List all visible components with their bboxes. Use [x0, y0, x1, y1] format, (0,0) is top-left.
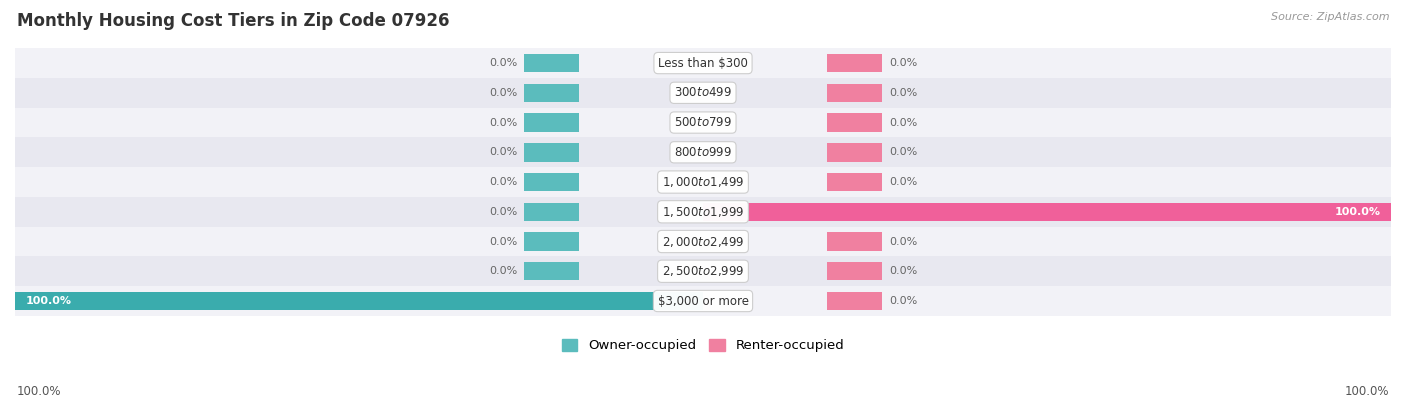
Text: Source: ZipAtlas.com: Source: ZipAtlas.com	[1271, 12, 1389, 22]
Bar	[15, 197, 1391, 227]
Bar	[703, 203, 1391, 221]
Bar	[15, 137, 1391, 167]
Bar	[827, 83, 882, 102]
Legend: Owner-occupied, Renter-occupied: Owner-occupied, Renter-occupied	[557, 334, 849, 357]
Bar	[15, 78, 1391, 107]
Bar	[15, 256, 1391, 286]
Bar	[827, 232, 882, 251]
Text: Less than $300: Less than $300	[658, 56, 748, 70]
Bar	[524, 113, 579, 132]
Text: 0.0%: 0.0%	[489, 58, 517, 68]
Text: $300 to $499: $300 to $499	[673, 86, 733, 99]
Bar	[524, 203, 579, 221]
Bar	[15, 48, 1391, 78]
Bar	[15, 227, 1391, 256]
Text: 0.0%: 0.0%	[889, 117, 917, 127]
Bar	[827, 54, 882, 72]
Text: $2,000 to $2,499: $2,000 to $2,499	[662, 234, 744, 249]
Text: 0.0%: 0.0%	[889, 88, 917, 98]
Bar	[827, 143, 882, 161]
Bar	[15, 292, 703, 310]
Text: 0.0%: 0.0%	[489, 88, 517, 98]
Text: 0.0%: 0.0%	[489, 266, 517, 276]
Bar	[827, 173, 882, 191]
Text: 100.0%: 100.0%	[1334, 207, 1381, 217]
Text: Monthly Housing Cost Tiers in Zip Code 07926: Monthly Housing Cost Tiers in Zip Code 0…	[17, 12, 450, 30]
Bar	[524, 143, 579, 161]
Text: $1,500 to $1,999: $1,500 to $1,999	[662, 205, 744, 219]
Text: 0.0%: 0.0%	[889, 296, 917, 306]
Text: $3,000 or more: $3,000 or more	[658, 295, 748, 308]
Text: 0.0%: 0.0%	[889, 58, 917, 68]
Bar	[524, 262, 579, 281]
Bar	[524, 83, 579, 102]
Bar	[524, 173, 579, 191]
Text: 0.0%: 0.0%	[489, 207, 517, 217]
Bar	[524, 232, 579, 251]
Text: $2,500 to $2,999: $2,500 to $2,999	[662, 264, 744, 278]
Text: 0.0%: 0.0%	[889, 177, 917, 187]
Bar	[827, 113, 882, 132]
Text: 0.0%: 0.0%	[889, 237, 917, 247]
Bar	[827, 262, 882, 281]
Text: 100.0%: 100.0%	[25, 296, 72, 306]
Bar	[15, 286, 1391, 316]
Text: 0.0%: 0.0%	[489, 237, 517, 247]
Text: 0.0%: 0.0%	[889, 266, 917, 276]
Text: 100.0%: 100.0%	[1344, 386, 1389, 398]
Text: $1,000 to $1,499: $1,000 to $1,499	[662, 175, 744, 189]
Bar	[827, 292, 882, 310]
Bar	[15, 167, 1391, 197]
Text: 0.0%: 0.0%	[489, 117, 517, 127]
Text: $500 to $799: $500 to $799	[673, 116, 733, 129]
Text: 0.0%: 0.0%	[489, 147, 517, 157]
Bar	[524, 54, 579, 72]
Text: 100.0%: 100.0%	[17, 386, 62, 398]
Text: $800 to $999: $800 to $999	[673, 146, 733, 159]
Text: 0.0%: 0.0%	[889, 147, 917, 157]
Bar	[15, 107, 1391, 137]
Text: 0.0%: 0.0%	[489, 177, 517, 187]
